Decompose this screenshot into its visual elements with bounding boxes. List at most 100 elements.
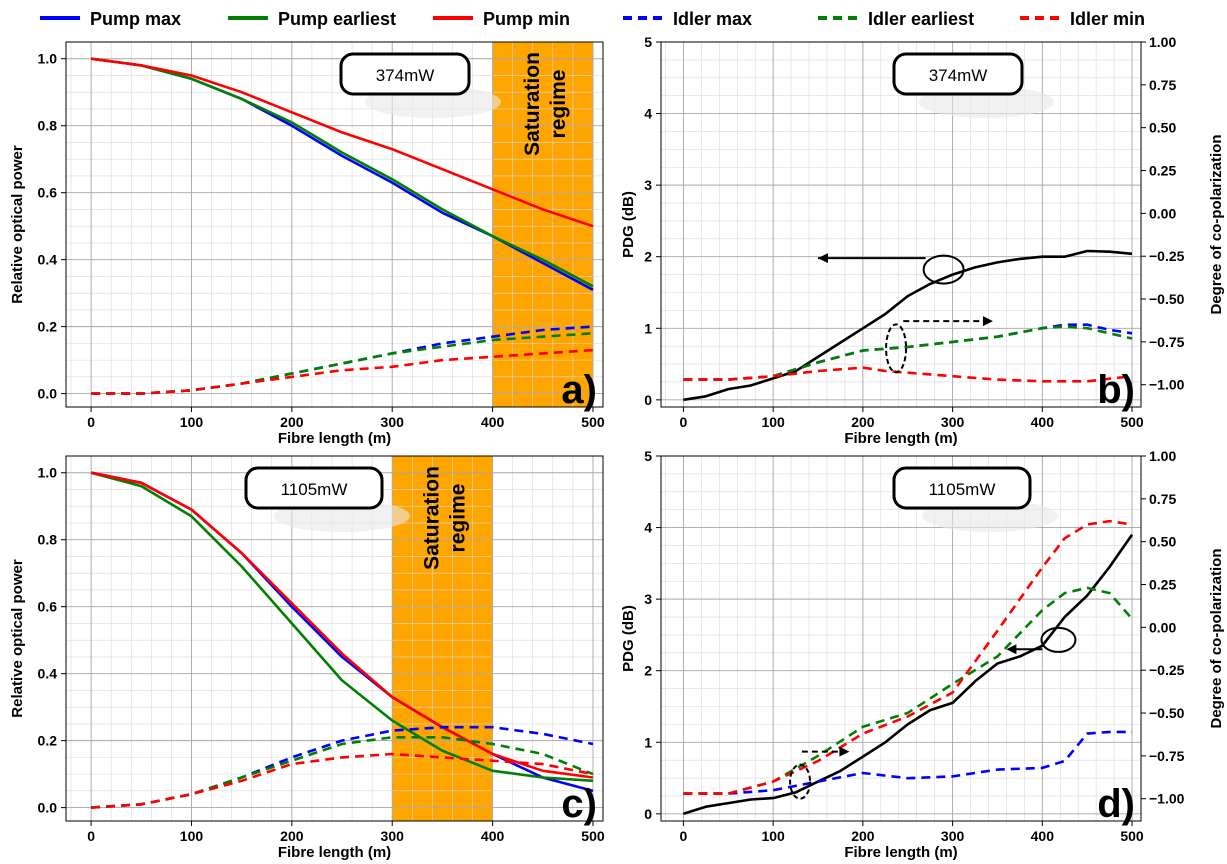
chart-panel-d: 0 100 200 300 400 500 0 1 2 3 4 5 −1.00 −0.75 −0.50 −0.… bbox=[620, 448, 1225, 861]
x-axis-label: Fibre length (m) bbox=[278, 844, 391, 861]
panel-label: c) bbox=[561, 782, 597, 826]
y2-tick-label: −1.00 bbox=[1149, 377, 1185, 393]
x-tick-label: 400 bbox=[481, 414, 505, 430]
panel-label: b) bbox=[1097, 368, 1135, 412]
axes-frame bbox=[660, 455, 1142, 822]
y-tick-label: 0.2 bbox=[38, 733, 58, 749]
y-tick-label: 0.6 bbox=[38, 185, 58, 201]
y-axis-label: PDG (dB) bbox=[620, 605, 637, 672]
axes-frame bbox=[65, 41, 604, 408]
y2-tick-label: 0.50 bbox=[1149, 120, 1176, 136]
series-line bbox=[683, 533, 1134, 816]
y2-axis-label: Degree of co-polarization bbox=[1208, 134, 1225, 314]
legend-item: Idler min bbox=[1020, 9, 1145, 29]
y-tick-label: 0.0 bbox=[38, 386, 58, 402]
y-tick-label: 0.2 bbox=[38, 319, 58, 335]
y-tick-label: 4 bbox=[644, 106, 652, 122]
y-tick-label: 2 bbox=[644, 249, 652, 265]
y2-tick-label: −0.75 bbox=[1149, 334, 1185, 350]
x-tick-label: 500 bbox=[581, 828, 605, 844]
arrow-head bbox=[818, 253, 829, 264]
series-line bbox=[683, 249, 1133, 402]
x-tick-label: 0 bbox=[680, 828, 688, 844]
y-tick-label: 0.4 bbox=[38, 666, 58, 682]
y2-tick-label: 0.00 bbox=[1149, 205, 1176, 221]
y-tick-label: 4 bbox=[644, 520, 652, 536]
y2-tick-label: −0.25 bbox=[1149, 248, 1185, 264]
arrow-head bbox=[982, 316, 993, 327]
legend-label: Idler max bbox=[673, 9, 752, 29]
y-axis-label: Relative optical power bbox=[9, 145, 26, 304]
panel-label: d) bbox=[1097, 782, 1135, 826]
x-tick-label: 200 bbox=[851, 414, 875, 430]
legend-label: Idler earliest bbox=[868, 9, 974, 29]
panel-label: a) bbox=[561, 368, 597, 412]
series-line bbox=[91, 752, 594, 809]
plot-area bbox=[661, 42, 1141, 407]
y-tick-label: 5 bbox=[644, 448, 652, 464]
y-tick-label: 0.0 bbox=[38, 800, 58, 816]
x-tick-label: 300 bbox=[381, 828, 405, 844]
x-axis-label: Fibre length (m) bbox=[844, 430, 957, 447]
legend-item: Pump min bbox=[433, 9, 570, 29]
axes-frame bbox=[660, 41, 1142, 408]
series-line bbox=[91, 725, 594, 809]
x-tick-label: 100 bbox=[761, 414, 785, 430]
y2-tick-label: 1.00 bbox=[1149, 34, 1176, 50]
y-tick-label: 1 bbox=[644, 320, 652, 336]
x-tick-label: 500 bbox=[581, 414, 605, 430]
x-tick-label: 300 bbox=[381, 414, 405, 430]
figure: 0 100 200 300 400 5000.00.20.40.60.81.0Fibre … bbox=[9, 34, 1225, 861]
y2-tick-label: 0.75 bbox=[1149, 77, 1176, 93]
saturation-label: Saturation bbox=[521, 52, 544, 156]
copol-ellipse-annotation bbox=[789, 763, 812, 800]
x-tick-label: 300 bbox=[941, 414, 965, 430]
y2-tick-label: −0.50 bbox=[1149, 291, 1185, 307]
series-line bbox=[90, 471, 594, 779]
power-label: 1105mW bbox=[929, 480, 996, 499]
chart-panel-c: 0 100 200 300 400 500 0.0 0.2 0.4 0.6 0.8 1.0 Fibre … bbox=[9, 455, 605, 861]
legend-label: Pump min bbox=[483, 9, 570, 29]
x-tick-label: 400 bbox=[1031, 828, 1055, 844]
legend-item: Idler earliest bbox=[818, 9, 974, 29]
x-tick-label: 500 bbox=[1120, 828, 1144, 844]
legend-item: Pump max bbox=[40, 9, 181, 29]
y-tick-label: 0.4 bbox=[38, 252, 58, 268]
legend: Pump max Pump earliest Pump min Idler max Id… bbox=[40, 9, 1145, 29]
legend-label: Idler min bbox=[1070, 9, 1145, 29]
y2-tick-label: 0.25 bbox=[1149, 163, 1176, 179]
y-axis-label: Relative optical power bbox=[9, 559, 26, 718]
x-tick-label: 0 bbox=[87, 828, 95, 844]
y-tick-label: 1.0 bbox=[38, 51, 58, 67]
y-tick-label: 1.0 bbox=[38, 465, 58, 481]
x-tick-label: 500 bbox=[1120, 414, 1144, 430]
plot-area bbox=[661, 456, 1141, 821]
series-line bbox=[91, 348, 594, 395]
y-tick-label: 0 bbox=[644, 806, 652, 822]
x-tick-label: 200 bbox=[280, 414, 304, 430]
power-label: 374mW bbox=[929, 66, 988, 85]
x-tick-label: 0 bbox=[87, 414, 95, 430]
y-tick-label: 5 bbox=[644, 34, 652, 50]
y2-tick-label: 1.00 bbox=[1149, 448, 1176, 464]
x-tick-label: 400 bbox=[1031, 414, 1055, 430]
x-tick-label: 400 bbox=[481, 828, 505, 844]
y2-tick-label: −0.25 bbox=[1149, 662, 1185, 678]
x-tick-label: 300 bbox=[941, 828, 965, 844]
x-tick-label: 100 bbox=[761, 828, 785, 844]
y-tick-label: 0 bbox=[644, 392, 652, 408]
y2-tick-label: 0.75 bbox=[1149, 491, 1176, 507]
y2-tick-label: 0.25 bbox=[1149, 577, 1176, 593]
x-tick-label: 0 bbox=[680, 414, 688, 430]
arrow-head bbox=[1006, 644, 1017, 655]
saturation-label: Saturation bbox=[420, 466, 443, 570]
power-label: 1105mW bbox=[281, 480, 348, 499]
axes-frame bbox=[65, 455, 604, 822]
series-line bbox=[90, 57, 594, 228]
power-label-box bbox=[892, 52, 1024, 96]
copol-ellipse-annotation bbox=[885, 323, 908, 374]
pdg-circle-annotation bbox=[1040, 626, 1077, 653]
x-tick-label: 200 bbox=[280, 828, 304, 844]
power-label-box bbox=[339, 52, 471, 96]
x-axis-label: Fibre length (m) bbox=[844, 844, 957, 861]
